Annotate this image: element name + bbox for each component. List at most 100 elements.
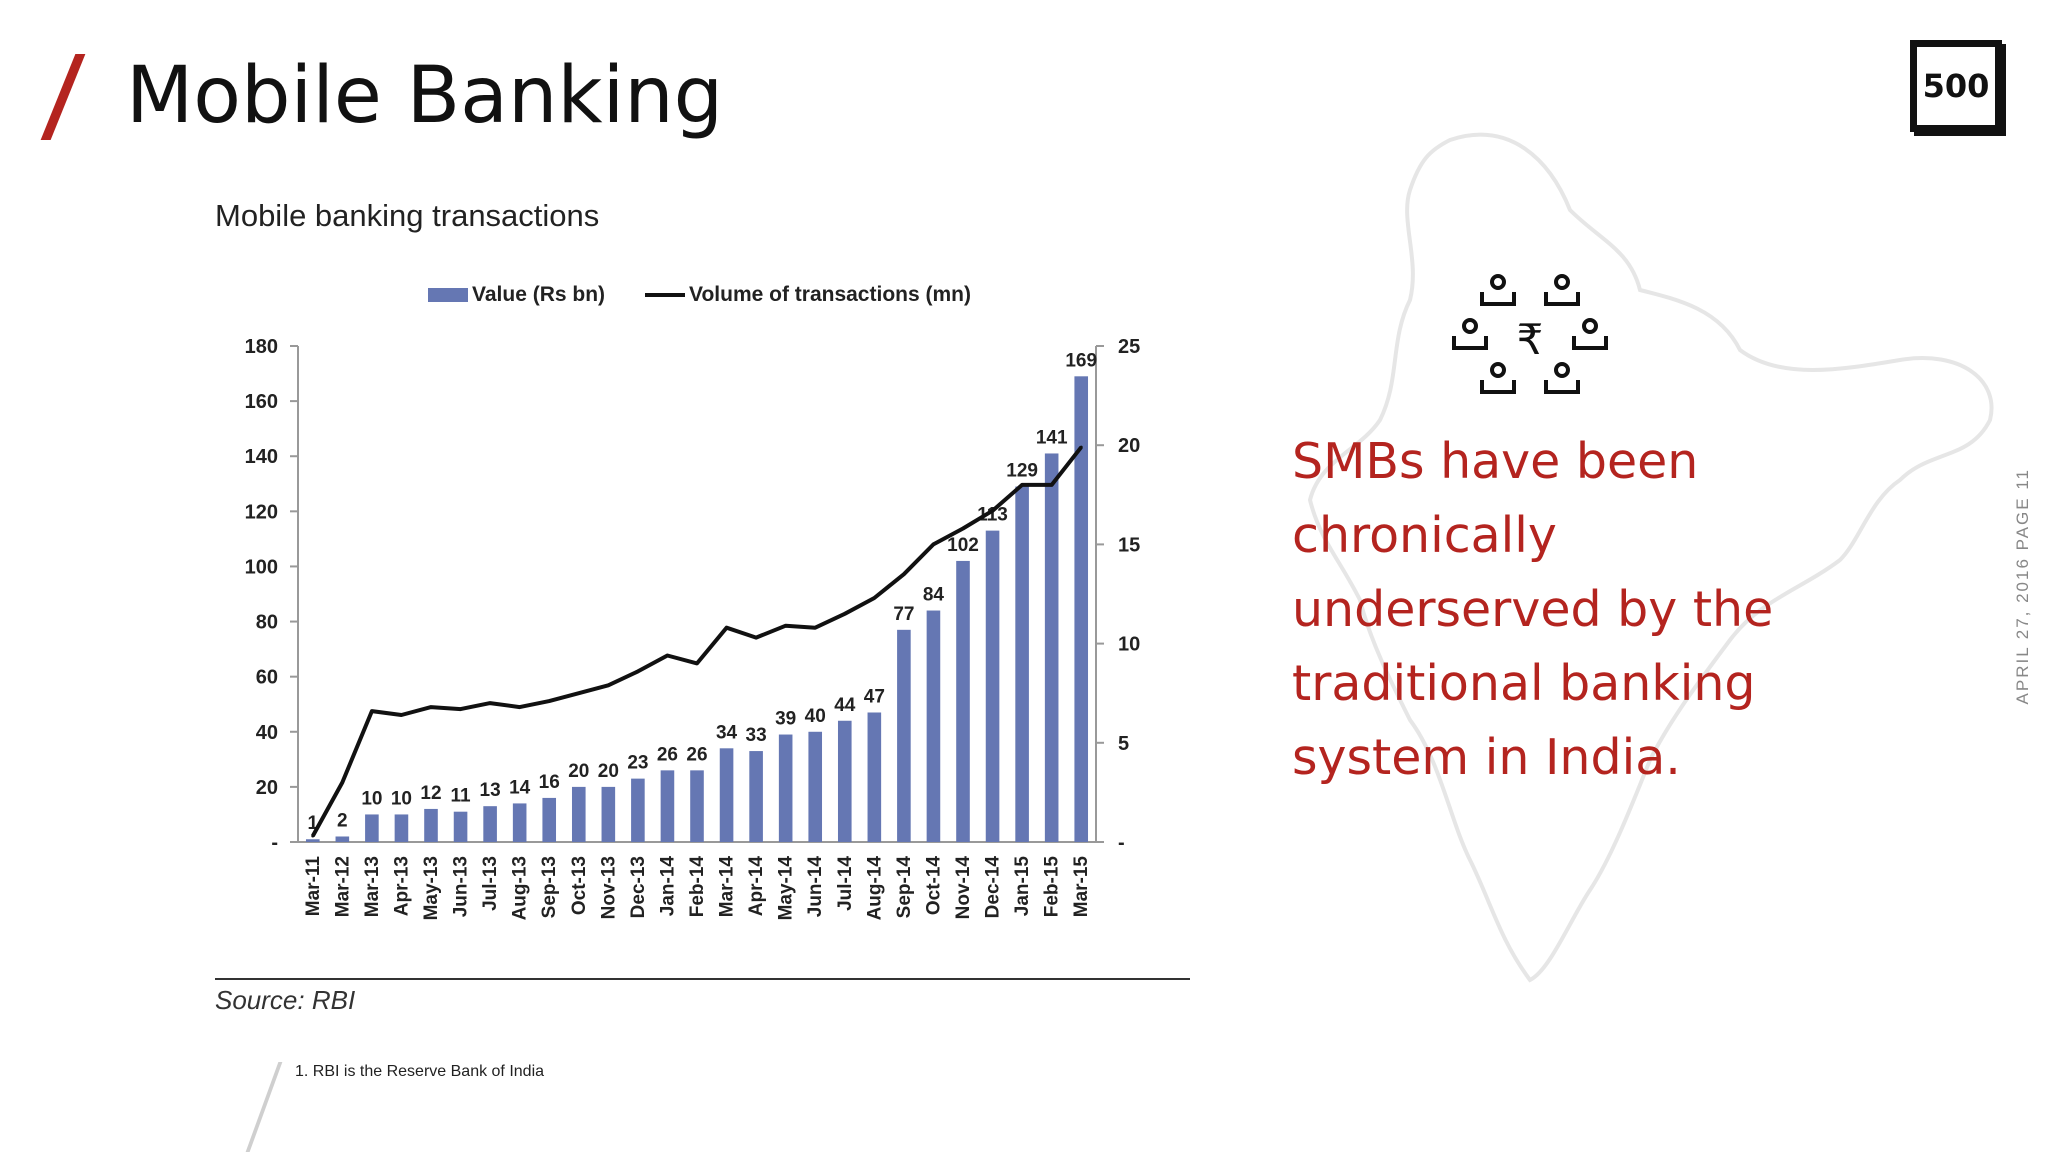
volume-point: [784, 624, 788, 628]
bar-value-label: 20: [598, 761, 619, 782]
legend-bar-label: Value (Rs bn): [472, 283, 605, 306]
y-left-tick-label: 60: [256, 667, 278, 689]
headline-text: SMBs have been chronically underserved b…: [1292, 433, 1774, 786]
volume-point: [577, 691, 581, 695]
chart-legend: Value (Rs bn) Volume of transactions (mn…: [428, 283, 971, 306]
y-left-tick-label: 140: [245, 446, 278, 468]
bar: [1015, 486, 1029, 842]
bar: [867, 712, 882, 842]
x-tick-label: Mar-12: [332, 856, 353, 917]
x-tick-label: Aug-13: [510, 856, 531, 920]
bar: [483, 806, 497, 842]
y-right-tick-label: 20: [1118, 435, 1140, 457]
volume-point: [459, 707, 463, 711]
bar: [542, 797, 557, 842]
bar: [660, 770, 675, 842]
bar-value-label: 1: [307, 813, 318, 834]
volume-point: [725, 626, 729, 630]
volume-point: [1020, 483, 1024, 487]
bar-value-label: 113: [977, 505, 1008, 526]
x-tick-label: Jun-14: [805, 856, 826, 918]
x-tick-label: Mar-15: [1071, 856, 1092, 918]
y-right-tick-label: 15: [1118, 534, 1140, 556]
volume-point: [340, 780, 344, 784]
bar: [985, 530, 1000, 842]
x-axis-labels: Mar-11 Mar-12 Mar-13 Apr-13 May-13 Jun-13 Jul-…: [303, 856, 1092, 921]
volume-point: [931, 542, 935, 546]
bar: [424, 808, 438, 842]
bar-value-label: 44: [834, 695, 856, 716]
chart-title: Mobile banking transactions: [215, 198, 600, 233]
volume-point: [636, 669, 640, 673]
bar-series: [305, 376, 1089, 842]
volume-point: [665, 654, 669, 658]
volume-point: [606, 683, 610, 687]
x-tick-label: Feb-15: [1042, 856, 1063, 918]
bar: [631, 778, 645, 842]
bar-value-label: 13: [480, 780, 501, 801]
y-left-tick-label: 20: [256, 777, 278, 799]
bar: [512, 803, 527, 842]
bar-value-label: 84: [923, 585, 945, 606]
y-left-tick-label: 120: [245, 501, 278, 523]
legend-line-label: Volume of transactions (mn): [689, 283, 971, 306]
y-left-tick-label: 160: [245, 391, 278, 413]
bar-value-label: 26: [657, 744, 678, 765]
bar: [808, 731, 823, 842]
bar: [897, 629, 911, 842]
bar-value-label: 14: [509, 777, 531, 798]
y-right-tick-label: 5: [1118, 733, 1129, 755]
bar-value-label: 20: [568, 761, 589, 782]
volume-point: [695, 661, 699, 665]
bar-value-label: 16: [539, 772, 560, 793]
volume-point: [902, 572, 906, 576]
bar: [749, 751, 763, 842]
volume-point: [547, 699, 551, 703]
x-tick-label: Jul-14: [835, 856, 856, 911]
bar-value-label: 34: [716, 722, 738, 743]
bar-value-labels: 1 2 10 10 12 11 13 14 16 20 20 23 26 26 34 33 39 40 44 47 77…: [307, 350, 1097, 834]
x-tick-label: Nov-13: [598, 856, 619, 919]
x-tick-label: Jan-15: [1012, 856, 1033, 917]
volume-point: [872, 596, 876, 600]
volume-point: [813, 626, 817, 630]
bar: [1074, 376, 1089, 842]
bar-value-label: 2: [337, 810, 348, 831]
bar: [956, 560, 970, 842]
bar: [335, 836, 350, 842]
bar: [365, 814, 379, 842]
x-tick-label: Mar-13: [362, 856, 383, 917]
bar-value-label: 10: [361, 788, 382, 809]
bar-value-label: 26: [686, 744, 707, 765]
volume-point: [311, 834, 315, 838]
y-left-tick-label: 180: [245, 336, 278, 358]
x-tick-label: Mar-11: [303, 856, 324, 917]
volume-point: [991, 509, 995, 513]
y-right-tick-label: 25: [1118, 336, 1140, 358]
x-tick-label: Aug-14: [864, 856, 885, 921]
volume-point: [399, 713, 403, 717]
people-rupee-network-icon: ₹: [1452, 274, 1608, 394]
x-tick-label: Sep-13: [539, 856, 560, 918]
volume-point: [488, 701, 492, 705]
y-left-tick-label: 100: [245, 556, 278, 578]
bar-value-label: 40: [805, 706, 826, 727]
volume-point: [843, 612, 847, 616]
bar: [601, 786, 616, 842]
bar: [394, 814, 409, 842]
logo-500: 500: [1910, 40, 2006, 136]
bar-value-label: 47: [864, 686, 885, 707]
y-left-tick-label: 80: [256, 612, 278, 634]
title-accent-slash: [40, 54, 86, 140]
x-tick-label: Apr-14: [746, 856, 767, 917]
bar-value-label: 141: [1036, 427, 1068, 448]
bar-value-label: 23: [627, 753, 648, 774]
x-tick-label: Jan-14: [657, 856, 678, 917]
x-tick-label: Nov-14: [953, 856, 974, 920]
x-tick-label: Jun-13: [451, 856, 472, 917]
y-left-tick-label: 40: [256, 722, 278, 744]
bar: [571, 786, 586, 842]
x-tick-label: Oct-13: [569, 856, 590, 915]
volume-point: [429, 705, 433, 709]
bar: [305, 839, 320, 842]
